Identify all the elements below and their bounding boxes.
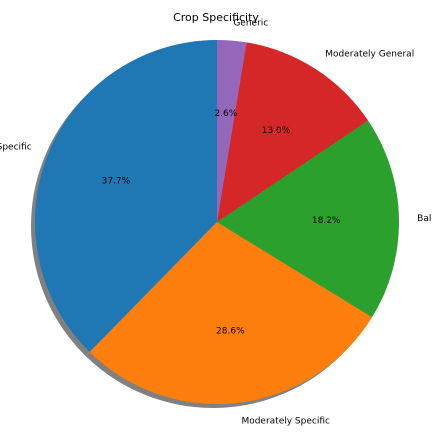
slice-label-generic: Generic bbox=[233, 18, 268, 28]
pct-label-balanced: 18.2% bbox=[312, 216, 341, 226]
slice-label-moderately-general: Moderately General bbox=[325, 50, 414, 60]
slice-label-balanced: Balanced bbox=[417, 214, 432, 224]
pct-label-moderately-general: 13.0% bbox=[262, 126, 291, 136]
slice-label-moderately-specific: Moderately Specific bbox=[241, 417, 330, 427]
pct-label-moderately-specific: 28.6% bbox=[216, 326, 245, 336]
slice-label-specific: Specific bbox=[0, 142, 32, 152]
pct-label-specific: 37.7% bbox=[102, 177, 131, 187]
pct-label-generic: 2.6% bbox=[214, 109, 237, 119]
